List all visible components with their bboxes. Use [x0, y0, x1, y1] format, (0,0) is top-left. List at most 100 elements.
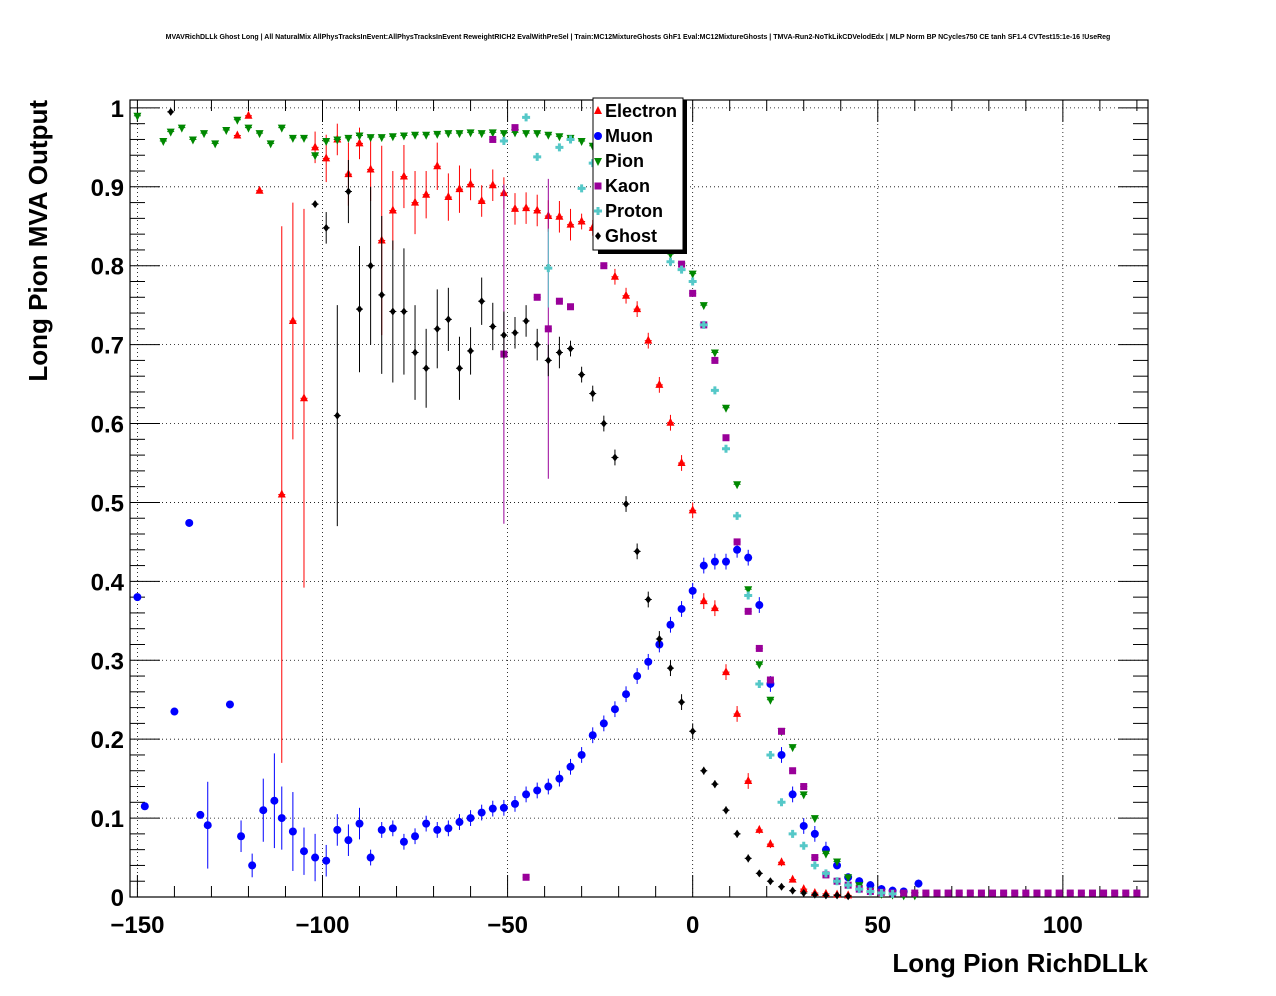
- ghost-point: [834, 891, 841, 900]
- ghost-point: [412, 348, 419, 357]
- ghost-point: [511, 328, 518, 337]
- legend-marker-electron: [594, 106, 602, 114]
- y-axis-title: Long Pion MVA Output: [23, 100, 53, 382]
- kaon-point: [1022, 889, 1030, 897]
- legend-label-ghost: Ghost: [605, 226, 657, 246]
- ghost-point: [822, 891, 829, 900]
- muon-point: [622, 690, 631, 699]
- x-tick-labels: −150 −100 −50 0 50 100: [110, 912, 1083, 939]
- pion-point: [755, 661, 764, 670]
- pion-point: [244, 124, 253, 133]
- legend-marker-proton: [594, 207, 602, 215]
- pion-point: [399, 132, 408, 141]
- pion-point: [444, 130, 453, 139]
- pion-point: [233, 116, 242, 125]
- legend-marker-ghost: [595, 232, 601, 240]
- pion-point: [844, 874, 853, 883]
- ghost-point: [323, 223, 330, 232]
- legend-box: [592, 97, 684, 251]
- pion-point: [699, 302, 708, 311]
- muon-point: [270, 796, 279, 805]
- x-tick-label: −50: [487, 912, 528, 939]
- legend-label-proton: Proton: [605, 201, 663, 221]
- kaon-point: [733, 538, 741, 546]
- kaon-point: [522, 873, 530, 881]
- proton-point: [799, 841, 808, 850]
- pion-point: [344, 134, 353, 143]
- electron-point: [555, 211, 564, 220]
- muon-point: [225, 700, 234, 709]
- pion-point: [166, 128, 175, 137]
- kaon-point: [955, 889, 963, 897]
- muon-point: [466, 814, 475, 823]
- muon-point: [344, 836, 353, 845]
- pion-point: [688, 270, 697, 279]
- kaon-point: [689, 289, 697, 297]
- ghost-point: [634, 547, 641, 556]
- proton-point: [699, 320, 708, 329]
- ghost-point: [722, 806, 729, 815]
- ghost-point: [734, 829, 741, 838]
- proton-point: [877, 889, 886, 898]
- kaon-point: [711, 356, 719, 364]
- proton-point: [788, 829, 797, 838]
- series-pion: [133, 112, 919, 901]
- muon-point: [455, 818, 464, 827]
- ghost-point: [556, 348, 563, 357]
- ghost-point: [367, 261, 374, 270]
- kaon-point: [944, 889, 952, 897]
- ghost-point: [845, 892, 852, 901]
- pion-point: [833, 858, 842, 867]
- proton-point: [566, 135, 575, 144]
- y-tick-label: 0.5: [91, 490, 124, 517]
- electron-point: [533, 205, 542, 214]
- muon-point: [755, 601, 764, 610]
- proton-point: [533, 152, 542, 161]
- muon-point: [196, 810, 205, 819]
- ghost-point: [567, 344, 574, 353]
- kaon-point: [1033, 889, 1041, 897]
- pion-point: [499, 130, 508, 139]
- kaon-point: [811, 854, 819, 862]
- electron-point: [633, 304, 642, 313]
- pion-point: [411, 131, 420, 140]
- pion-point: [555, 133, 564, 142]
- electron-point: [655, 379, 664, 388]
- proton-point: [721, 444, 730, 453]
- muon-point: [721, 557, 730, 566]
- proton-point: [499, 137, 508, 146]
- ghost-point: [767, 877, 774, 886]
- proton-point: [666, 257, 675, 266]
- proton-point: [777, 798, 786, 807]
- ghost-point: [456, 364, 463, 373]
- pion-point: [522, 130, 531, 139]
- muon-point: [666, 620, 675, 629]
- proton-point: [766, 750, 775, 759]
- muon-point: [299, 847, 308, 856]
- kaon-point: [800, 783, 808, 791]
- electron-point: [233, 130, 242, 139]
- proton-point: [555, 143, 564, 152]
- y-tick-label: 0.1: [91, 806, 124, 833]
- legend-marker-kaon: [594, 182, 602, 190]
- proton-point: [544, 264, 553, 273]
- ghost-point: [778, 882, 785, 891]
- kaon-point: [755, 644, 763, 652]
- kaon-point: [922, 889, 930, 897]
- muon-point: [366, 853, 375, 862]
- ghost-point: [378, 290, 385, 299]
- pion-point: [733, 481, 742, 490]
- pion-point: [821, 850, 830, 859]
- proton-point: [710, 386, 719, 395]
- electron-point: [444, 192, 453, 201]
- muon-point: [477, 808, 486, 817]
- proton-point: [888, 889, 897, 898]
- muon-point: [522, 790, 531, 799]
- pion-point: [721, 404, 730, 413]
- proton-point: [810, 861, 819, 870]
- muon-point: [677, 604, 686, 613]
- kaon-point: [1088, 889, 1096, 897]
- legend-marker-pion: [594, 158, 602, 166]
- muon-point: [744, 553, 753, 562]
- ghost-point: [389, 307, 396, 316]
